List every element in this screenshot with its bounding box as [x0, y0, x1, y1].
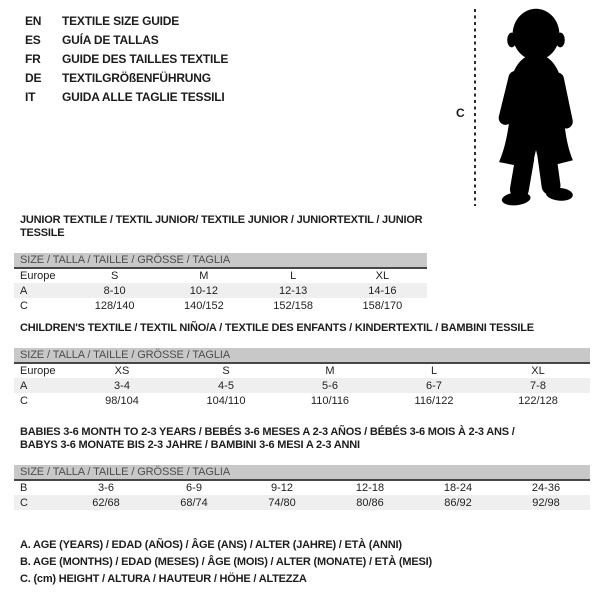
row-label: C [20, 299, 28, 312]
guide-title: TEXTILGRÖßENFÜHRUNG [62, 71, 211, 85]
cell: 7-8 [530, 379, 546, 392]
cell: 140/152 [183, 299, 224, 312]
language-row: EN TEXTILE SIZE GUIDE [25, 12, 228, 31]
language-row: DE TEXTILGRÖßENFÜHRUNG [25, 69, 228, 88]
babies-title-line2: BABYS 3-6 MONATE BIS 2-3 JAHRE / BAMBINI… [20, 439, 360, 451]
table-row: C 62/68 68/74 74/80 80/86 86/92 92/98 [14, 495, 590, 510]
cell: 80/86 [356, 496, 384, 509]
cell: 152/158 [273, 299, 313, 312]
language-row: ES GUÍA DE TALLAS [25, 31, 228, 50]
cell: 12-18 [355, 482, 385, 494]
cell: 98/104 [105, 394, 139, 407]
language-row: FR GUIDE DES TAILLES TEXTILE [25, 50, 228, 69]
height-label-c: C [456, 106, 465, 120]
cell: 68/74 [180, 496, 208, 509]
cell: 3-6 [98, 482, 114, 494]
row-label: A [20, 379, 28, 392]
cell: 9-12 [270, 482, 294, 494]
table-row: A 8-10 10-12 12-13 14-16 [14, 283, 427, 298]
cell: XL [375, 270, 390, 282]
cell: XL [531, 365, 545, 377]
size-header-bar: SIZE / TALLA / TAILLE / GRÖSSE / TAGLIA [14, 253, 427, 269]
note-height-cm: C. (cm) HEIGHT / ALTURA / HAUTEUR / HÖHE… [20, 573, 307, 585]
cell: 12-13 [279, 284, 308, 297]
babies-textile-title: BABIES 3-6 MONTH TO 2-3 YEARS / BEBÉS 3-… [20, 426, 590, 452]
row-label: C [20, 394, 28, 407]
table-row: B 3-6 6-9 9-12 12-18 18-24 24-36 [14, 480, 590, 495]
table-row: Europe XS S M L XL [14, 363, 590, 378]
childrens-textile-section: CHILDREN'S TEXTILE / TEXTIL NIÑO/A / TEX… [14, 322, 590, 408]
cell: 62/68 [92, 496, 120, 509]
cell: 122/128 [518, 394, 558, 407]
language-code: DE [25, 71, 42, 85]
cell: 128/140 [94, 299, 135, 312]
table-row: A 3-4 4-5 5-6 6-7 7-8 [14, 378, 590, 393]
language-row: IT GUIDA ALLE TAGLIE TESSILI [25, 88, 228, 107]
babies-title-line1: BABIES 3-6 MONTH TO 2-3 YEARS / BEBÉS 3-… [20, 426, 515, 438]
cell: L [290, 270, 297, 282]
language-code: FR [25, 52, 41, 66]
row-label: Europe [20, 270, 56, 282]
cell: 86/92 [444, 496, 472, 509]
cell: S [110, 270, 119, 282]
cell: 14-16 [368, 284, 397, 297]
note-age-years: A. AGE (YEARS) / EDAD (AÑOS) / ÂGE (ANS)… [20, 539, 402, 551]
cell: 18-24 [443, 482, 473, 494]
cell: L [430, 365, 438, 377]
table-row: C 128/140 140/152 152/158 158/170 [14, 298, 427, 313]
guide-title: TEXTILE SIZE GUIDE [62, 14, 180, 28]
guide-title: GUIDE DES TAILLES TEXTILE [62, 52, 229, 66]
measurement-figure: C [450, 0, 600, 215]
size-header-bar: SIZE / TALLA / TAILLE / GRÖSSE / TAGLIA [14, 348, 590, 364]
babies-textile-section: BABIES 3-6 MONTH TO 2-3 YEARS / BEBÉS 3-… [14, 426, 590, 510]
cell: XS [114, 365, 130, 377]
baby-silhouette-icon [498, 8, 573, 206]
row-label: A [20, 284, 28, 297]
language-code: IT [25, 90, 36, 104]
cell: 10-12 [189, 284, 218, 297]
cell: S [222, 365, 230, 377]
language-code: ES [25, 33, 41, 47]
cell: 5-6 [322, 379, 338, 392]
row-label: B [20, 482, 28, 494]
cell: 24-36 [531, 482, 561, 494]
cell: 116/122 [414, 394, 454, 407]
junior-textile-section: JUNIOR TEXTILE / TEXTIL JUNIOR/ TEXTILE … [14, 214, 427, 313]
junior-textile-table: SIZE / TALLA / TAILLE / GRÖSSE / TAGLIA … [14, 253, 427, 313]
size-header-bar: SIZE / TALLA / TAILLE / GRÖSSE / TAGLIA [14, 465, 590, 481]
cell: 104/110 [206, 394, 246, 407]
table-row: Europe S M L XL [14, 268, 427, 283]
language-title-list: EN TEXTILE SIZE GUIDE ES GUÍA DE TALLAS … [25, 12, 228, 107]
cell: 4-5 [218, 379, 234, 392]
note-age-months: B. AGE (MONTHS) / EDAD (MESES) / ÂGE (MO… [20, 556, 432, 568]
cell: 6-9 [186, 482, 202, 494]
cell: 110/116 [310, 394, 350, 407]
language-code: EN [25, 14, 42, 28]
row-label: C [20, 496, 28, 509]
cell: M [325, 365, 335, 377]
cell: 92/98 [532, 496, 560, 509]
cell: 3-4 [114, 379, 130, 392]
cell: M [199, 270, 209, 282]
table-row: C 98/104 104/110 110/116 116/122 122/128 [14, 393, 590, 408]
guide-title: GUIDA ALLE TAGLIE TESSILI [62, 90, 225, 104]
cell: 8-10 [103, 284, 126, 297]
childrens-textile-table: SIZE / TALLA / TAILLE / GRÖSSE / TAGLIA … [14, 348, 590, 408]
childrens-textile-title: CHILDREN'S TEXTILE / TEXTIL NIÑO/A / TEX… [20, 322, 534, 334]
guide-title: GUÍA DE TALLAS [62, 33, 159, 47]
height-measure-line [474, 9, 476, 206]
cell: 158/170 [362, 299, 403, 312]
legend-notes: A. AGE (YEARS) / EDAD (AÑOS) / ÂGE (ANS)… [20, 537, 432, 588]
row-label: Europe [20, 365, 56, 377]
junior-textile-title: JUNIOR TEXTILE / TEXTIL JUNIOR/ TEXTILE … [20, 214, 423, 239]
cell: 6-7 [426, 379, 442, 392]
cell: 74/80 [268, 496, 296, 509]
babies-textile-table: SIZE / TALLA / TAILLE / GRÖSSE / TAGLIA … [14, 465, 590, 510]
